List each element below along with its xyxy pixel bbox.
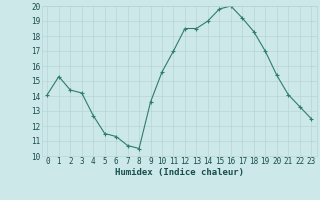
X-axis label: Humidex (Indice chaleur): Humidex (Indice chaleur) — [115, 168, 244, 177]
